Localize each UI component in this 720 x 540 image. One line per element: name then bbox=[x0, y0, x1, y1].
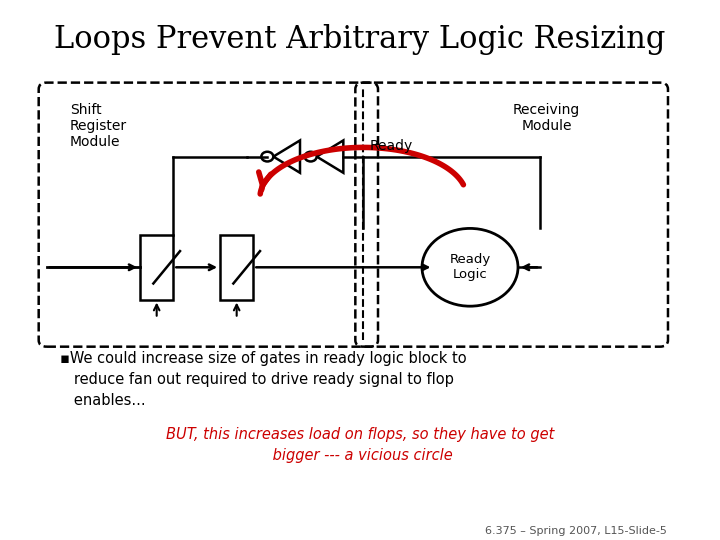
Text: Loops Prevent Arbitrary Logic Resizing: Loops Prevent Arbitrary Logic Resizing bbox=[54, 24, 666, 55]
Text: 6.375 – Spring 2007, L15-Slide-5: 6.375 – Spring 2007, L15-Slide-5 bbox=[485, 525, 667, 536]
Text: ▪We could increase size of gates in ready logic block to
   reduce fan out requi: ▪We could increase size of gates in read… bbox=[60, 351, 467, 408]
Circle shape bbox=[305, 152, 317, 161]
Circle shape bbox=[422, 228, 518, 306]
Circle shape bbox=[261, 152, 274, 161]
Text: Shift
Register
Module: Shift Register Module bbox=[70, 103, 127, 149]
Text: Ready: Ready bbox=[370, 139, 413, 153]
Bar bbox=[140, 235, 174, 300]
Bar bbox=[220, 235, 253, 300]
Text: BUT, this increases load on flops, so they have to get
 bigger --- a vicious cir: BUT, this increases load on flops, so th… bbox=[166, 427, 554, 463]
Text: Receiving
Module: Receiving Module bbox=[513, 103, 580, 133]
Text: Ready
Logic: Ready Logic bbox=[449, 253, 490, 281]
